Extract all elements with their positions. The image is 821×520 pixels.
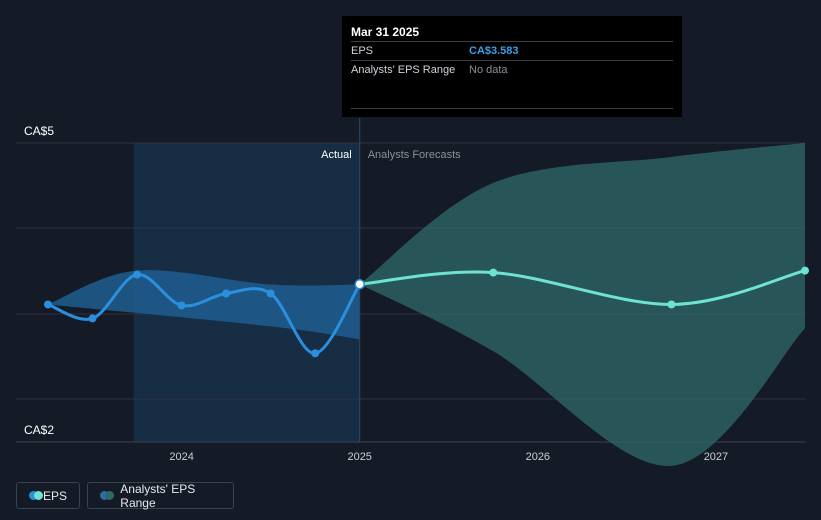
eps-swatch-icon [29,491,43,500]
legend-range-button[interactable]: Analysts' EPS Range [87,481,234,510]
eps-point-4 [222,289,231,298]
forecast-point-0 [489,268,498,277]
tooltip-row-eps: EPS CA$3.583 [351,41,673,60]
eps-point-2 [133,270,142,279]
forecast-point-1 [667,300,676,309]
eps-point-3 [177,301,186,310]
legend-eps-button[interactable]: EPS [16,482,80,509]
forecast-label: Analysts Forecasts [368,149,461,161]
legend-eps-label: EPS [42,488,67,503]
x-tick-label-0: 2024 [169,451,193,463]
eps-point-0 [44,300,52,309]
eps-point-5 [266,289,275,298]
tooltip-range-label: Analysts' EPS Range [351,64,456,76]
tooltip-range-value: No data [469,64,508,76]
tooltip-eps-value: CA$3.583 [469,45,519,57]
legend-range-label: Analysts' EPS Range [120,481,196,510]
eps-point-7 [354,278,365,290]
actual-label: Actual [321,149,352,161]
tooltip-divider [351,108,673,109]
forecast-point-2 [801,266,809,275]
eps-point-6 [311,349,320,358]
x-tick-label-1: 2025 [347,451,371,463]
tooltip-eps-label: EPS [351,45,374,57]
eps-point-1 [88,314,97,323]
tooltip-date: Mar 31 2025 [351,25,420,39]
y-tick-label-top: CA$5 [24,124,54,138]
tooltip: Mar 31 2025 EPS CA$3.583 Analysts' EPS R… [342,16,682,117]
y-tick-label-bottom: CA$2 [24,423,54,437]
tooltip-row-range: Analysts' EPS Range No data [351,60,673,79]
actual-range-band [48,270,360,340]
range-swatch-icon [100,491,114,500]
eps-forecast-line [359,269,806,306]
x-tick-label-3: 2027 [704,451,728,463]
x-tick-label-2: 2026 [526,451,550,463]
forecast-range-band [359,143,805,467]
